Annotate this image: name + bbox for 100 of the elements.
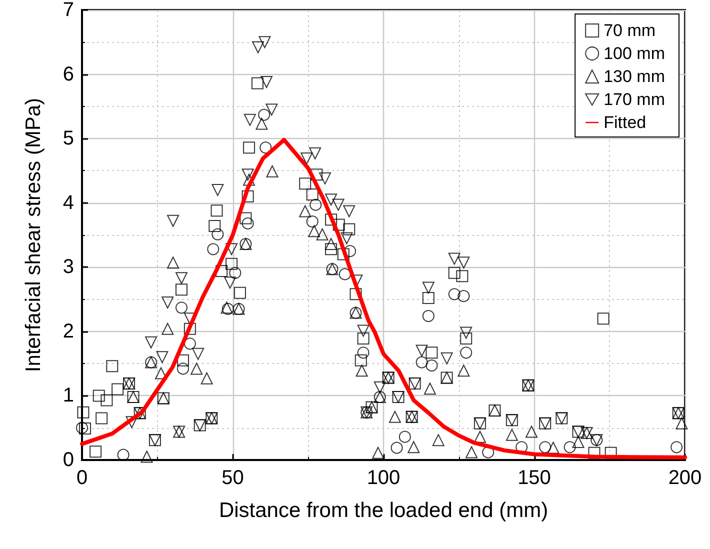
point — [224, 276, 236, 289]
point — [207, 243, 220, 256]
point — [299, 205, 312, 218]
point — [422, 292, 434, 304]
point — [226, 243, 238, 256]
point — [343, 223, 356, 236]
legend-label: 70 mm — [604, 21, 656, 40]
point — [325, 238, 338, 250]
point — [242, 217, 254, 230]
point — [145, 336, 158, 348]
point — [325, 214, 338, 226]
point — [466, 446, 478, 458]
point — [167, 256, 180, 269]
point — [458, 290, 470, 302]
point — [299, 178, 312, 190]
point — [106, 360, 118, 372]
point — [325, 243, 338, 256]
point — [337, 248, 350, 260]
point — [424, 382, 436, 395]
y-tick-label: 3 — [62, 256, 74, 278]
x-tick-label: 0 — [76, 467, 88, 489]
legend-label: 170 mm — [604, 90, 666, 109]
point — [564, 441, 576, 454]
point — [176, 302, 188, 314]
legend-label: Fitted — [604, 113, 646, 132]
point — [325, 194, 338, 206]
point — [448, 266, 460, 279]
point — [226, 258, 238, 270]
point — [90, 446, 102, 458]
point — [190, 362, 203, 375]
point — [448, 288, 460, 300]
point — [372, 446, 384, 459]
point — [440, 352, 453, 364]
x-tick-label: 150 — [518, 467, 551, 489]
point — [458, 364, 470, 377]
point — [210, 204, 223, 217]
point — [242, 168, 254, 181]
point — [156, 351, 168, 364]
point — [243, 142, 256, 154]
point — [184, 338, 196, 350]
point — [319, 172, 332, 184]
point — [316, 228, 328, 240]
point — [300, 152, 313, 164]
point — [77, 406, 90, 418]
point — [432, 434, 444, 446]
legend-label: 100 mm — [604, 44, 666, 63]
x-tick-label: 100 — [366, 467, 400, 489]
point — [256, 118, 268, 130]
point — [234, 286, 246, 299]
point — [266, 104, 278, 116]
point — [426, 360, 438, 372]
point — [357, 324, 370, 337]
point — [408, 441, 420, 454]
point — [460, 332, 472, 344]
point — [112, 383, 124, 396]
point — [258, 36, 271, 48]
point — [460, 346, 472, 359]
point — [162, 322, 174, 335]
point — [175, 272, 188, 284]
y-tick-label: 6 — [62, 63, 74, 86]
point — [506, 428, 518, 441]
point — [306, 188, 318, 200]
point — [175, 284, 188, 296]
point — [96, 412, 108, 424]
point — [177, 362, 190, 375]
point — [184, 322, 196, 335]
point — [526, 426, 538, 438]
legend-label: 130 mm — [604, 67, 666, 86]
point — [426, 346, 438, 359]
point — [572, 436, 584, 448]
point — [460, 326, 472, 339]
point — [140, 450, 153, 463]
point — [388, 410, 401, 423]
point — [456, 270, 468, 282]
y-tick-label: 4 — [62, 192, 74, 214]
point — [354, 354, 367, 366]
point — [260, 76, 273, 88]
point — [670, 441, 683, 454]
point — [243, 174, 256, 186]
point — [357, 332, 370, 344]
point — [162, 296, 174, 308]
point — [252, 41, 264, 54]
point — [244, 114, 256, 126]
point — [474, 430, 486, 443]
point — [167, 214, 180, 227]
point — [258, 108, 270, 121]
point — [676, 417, 688, 430]
y-tick-label: 5 — [62, 128, 74, 150]
point — [343, 205, 356, 218]
point — [357, 346, 370, 359]
point — [251, 77, 264, 90]
point — [374, 381, 386, 394]
y-tick-label: 2 — [62, 320, 74, 342]
y-tick-label: 0 — [62, 449, 74, 471]
point — [390, 442, 403, 454]
point — [212, 228, 224, 240]
point — [340, 232, 353, 244]
x-tick-label: 200 — [668, 467, 702, 489]
y-axis-title: Interfacial shear stress (MPa) — [22, 98, 45, 372]
y-tick-label: 7 — [62, 0, 74, 21]
